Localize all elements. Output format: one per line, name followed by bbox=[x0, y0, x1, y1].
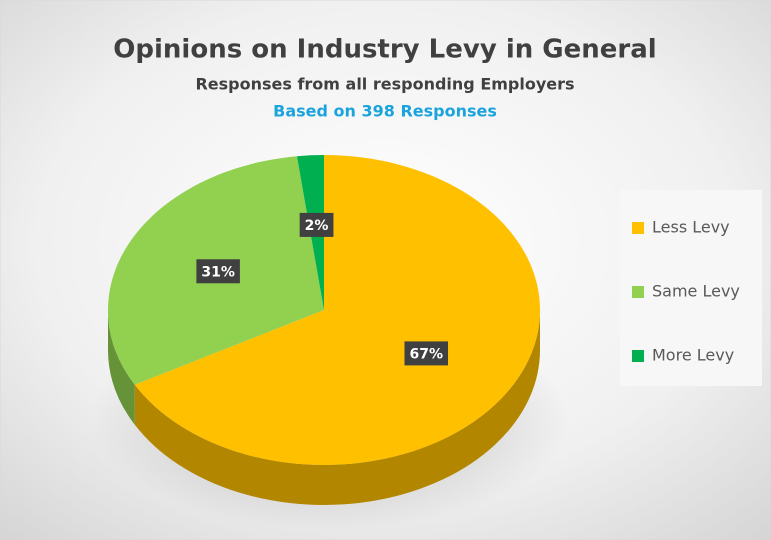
chart-subtitle: Responses from all responding Employers bbox=[195, 75, 574, 94]
data-label: 31% bbox=[201, 264, 235, 280]
slice-side bbox=[108, 310, 135, 425]
legend-swatch bbox=[632, 286, 644, 298]
data-label-box bbox=[404, 341, 449, 366]
legend-label: More Levy bbox=[652, 346, 734, 365]
data-label-box bbox=[196, 259, 240, 284]
legend-label: Same Levy bbox=[652, 282, 740, 301]
slice bbox=[134, 155, 541, 465]
data-label: 2% bbox=[305, 218, 329, 234]
legend-swatch bbox=[632, 350, 644, 362]
pie bbox=[108, 155, 541, 505]
legend-label: Less Levy bbox=[652, 218, 730, 237]
chart-caption: Based on 398 Responses bbox=[273, 102, 497, 121]
slice-side bbox=[134, 310, 540, 505]
data-labels: 67% 31% 2% bbox=[196, 212, 449, 366]
data-label-box bbox=[299, 212, 334, 237]
data-label: 67% bbox=[409, 346, 443, 362]
legend-swatch bbox=[632, 222, 644, 234]
legend: Less Levy Same Levy More Levy bbox=[632, 218, 740, 365]
chart-title: Opinions on Industry Levy in General bbox=[113, 35, 656, 65]
